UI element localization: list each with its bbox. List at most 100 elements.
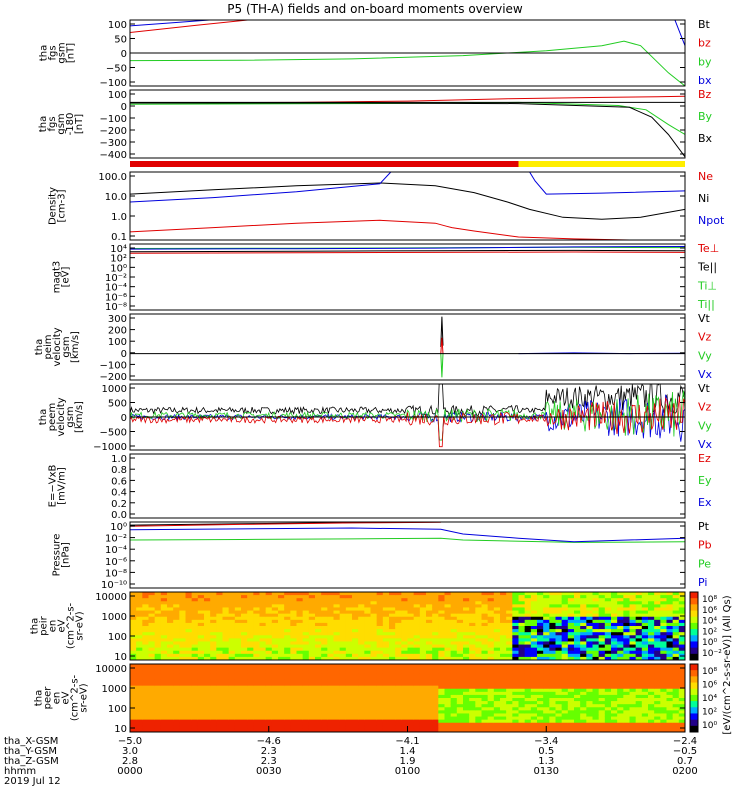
heatmap-cell bbox=[487, 604, 495, 608]
heatmap-cell bbox=[413, 610, 421, 615]
heatmap-cell bbox=[641, 667, 649, 671]
heatmap-cell bbox=[376, 656, 384, 660]
heatmap-cell bbox=[678, 707, 685, 711]
heatmap-cell bbox=[302, 592, 310, 596]
heatmap-cell bbox=[142, 719, 149, 724]
series-line-Tep bbox=[130, 251, 685, 254]
heatmap-cell bbox=[290, 688, 297, 693]
heatmap-cell bbox=[660, 656, 667, 660]
heatmap-cell bbox=[352, 629, 359, 633]
heatmap-cell bbox=[518, 626, 526, 630]
legend-entry-Vz: Vz bbox=[698, 401, 712, 414]
heatmap-cell bbox=[524, 679, 532, 684]
heatmap-cell bbox=[469, 598, 476, 602]
heatmap-cell bbox=[179, 704, 186, 708]
heatmap-cell bbox=[228, 610, 236, 615]
heatmap-cell bbox=[148, 656, 156, 660]
heatmap-cell bbox=[469, 619, 476, 624]
heatmap-cell bbox=[327, 601, 334, 605]
heatmap-cell bbox=[493, 685, 501, 690]
heatmap-cell bbox=[389, 604, 396, 608]
heatmap-cell bbox=[234, 704, 242, 708]
heatmap-cell bbox=[530, 673, 538, 677]
heatmap-cell bbox=[382, 716, 390, 721]
x-axis-value: 0.5 bbox=[538, 746, 554, 757]
heatmap-cell bbox=[154, 656, 162, 660]
legend-entry-Pi: Pi bbox=[698, 576, 707, 589]
heatmap-cell bbox=[413, 667, 421, 671]
heatmap-cell bbox=[506, 610, 513, 615]
y-tick-label: 50 bbox=[114, 35, 127, 46]
heatmap-cell bbox=[635, 670, 643, 674]
heatmap-cell bbox=[487, 685, 495, 690]
heatmap-cell bbox=[413, 716, 421, 721]
heatmap-cell bbox=[167, 598, 174, 602]
heatmap-cell bbox=[648, 667, 655, 671]
heatmap-cell bbox=[173, 644, 180, 649]
heatmap-cell bbox=[432, 647, 439, 652]
heatmap-cell bbox=[487, 644, 495, 649]
heatmap-cell bbox=[555, 691, 563, 696]
heatmap-cell bbox=[302, 667, 310, 671]
heatmap-cell bbox=[586, 604, 593, 608]
heatmap-cell bbox=[672, 616, 680, 621]
x-axis-row-label: tha_X-GSM bbox=[4, 736, 58, 747]
heatmap-cell bbox=[524, 716, 532, 721]
heatmap-cell bbox=[253, 694, 260, 699]
heatmap-cell bbox=[173, 701, 180, 705]
heatmap-cell bbox=[327, 670, 334, 674]
heatmap-cell bbox=[216, 607, 223, 612]
heatmap-cell bbox=[339, 704, 347, 708]
heatmap-cell bbox=[419, 638, 427, 642]
heatmap-cell bbox=[136, 601, 143, 605]
heatmap-cell bbox=[327, 691, 334, 696]
heatmap-cell bbox=[635, 664, 643, 668]
heatmap-cell bbox=[635, 698, 643, 702]
series-line-Pb bbox=[130, 522, 441, 527]
heatmap-cell bbox=[629, 722, 637, 727]
series-group-fgs bbox=[130, 20, 685, 86]
heatmap-cell bbox=[555, 728, 563, 732]
heatmap-cell bbox=[389, 707, 396, 711]
heatmap-cell bbox=[376, 664, 384, 668]
heatmap-cell bbox=[395, 725, 402, 730]
heatmap-cell bbox=[648, 622, 655, 627]
heatmap-cell bbox=[321, 653, 328, 658]
y-axis-label-line: Density bbox=[48, 187, 59, 225]
heatmap-cell bbox=[660, 688, 667, 693]
heatmap-cell bbox=[142, 656, 149, 660]
heatmap-cell bbox=[327, 622, 334, 627]
heatmap-cell bbox=[506, 647, 513, 652]
heatmap-cell bbox=[142, 688, 149, 693]
heatmap-cell bbox=[592, 653, 600, 658]
heatmap-cell bbox=[222, 707, 230, 711]
heatmap-cell bbox=[154, 725, 162, 730]
heatmap-cell bbox=[580, 635, 587, 639]
heatmap-cell bbox=[672, 626, 680, 630]
heatmap-cell bbox=[672, 632, 680, 636]
heatmap-cell bbox=[395, 679, 402, 684]
heatmap-cell bbox=[444, 629, 452, 633]
heatmap-cell bbox=[370, 650, 378, 655]
heatmap-cell bbox=[389, 613, 396, 618]
heatmap-cell bbox=[395, 647, 402, 652]
heatmap-cell bbox=[339, 632, 347, 636]
heatmap-cell bbox=[413, 722, 421, 727]
heatmap-cell bbox=[241, 719, 248, 724]
heatmap-cell bbox=[660, 647, 667, 652]
heatmap-cell bbox=[580, 592, 587, 596]
heatmap-cell bbox=[136, 670, 143, 674]
heatmap-cell bbox=[154, 607, 162, 612]
heatmap-cell bbox=[191, 626, 199, 630]
heatmap-cell bbox=[234, 598, 242, 602]
heatmap-cell bbox=[463, 667, 470, 671]
heatmap-cell bbox=[315, 664, 322, 668]
heatmap-cell bbox=[401, 679, 408, 684]
heatmap-cell bbox=[438, 592, 445, 596]
heatmap-cell bbox=[678, 592, 685, 596]
heatmap-cell bbox=[524, 656, 532, 660]
heatmap-cell bbox=[580, 713, 587, 718]
heatmap-cell bbox=[173, 670, 180, 674]
heatmap-cell bbox=[204, 607, 211, 612]
heatmap-cell bbox=[376, 604, 384, 608]
